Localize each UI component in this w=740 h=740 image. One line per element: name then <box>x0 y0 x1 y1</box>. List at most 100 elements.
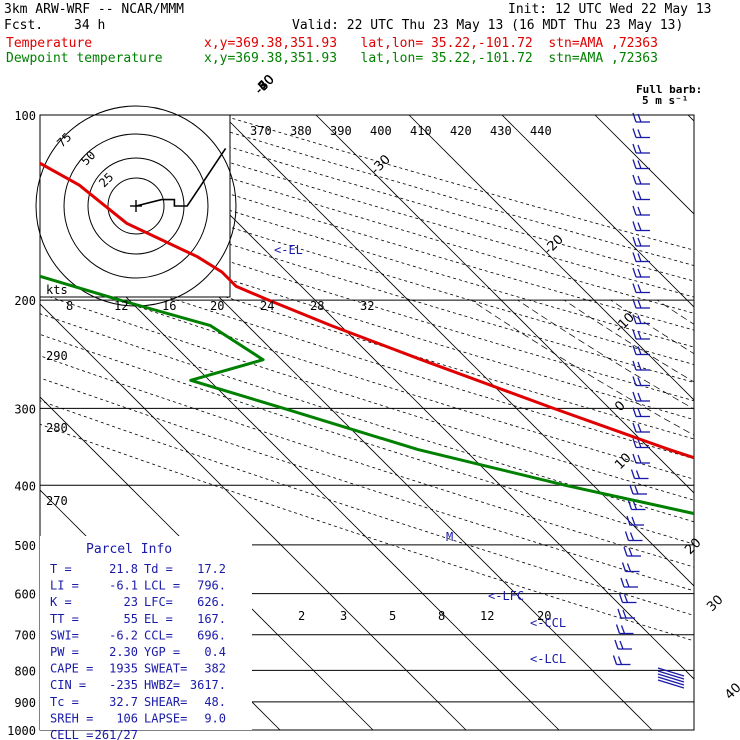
theta-label: 440 <box>530 124 552 138</box>
parcel-label: K = <box>50 595 72 609</box>
parcel-panel <box>40 536 252 730</box>
hodograph-speed-label: 12 <box>114 299 128 313</box>
parcel-value: 696. <box>197 628 226 642</box>
parcel-label: SWI= <box>50 628 79 642</box>
parcel-label: TT = <box>50 612 79 626</box>
wind-barb-flag <box>632 298 637 309</box>
theta-label: 370 <box>250 124 272 138</box>
parcel-value: -6.2 <box>109 628 138 642</box>
el-marker: <-EL <box>274 243 303 257</box>
isotherm-line <box>687 115 694 122</box>
wind-barb-flag <box>621 562 627 572</box>
theta-label: 390 <box>330 124 352 138</box>
lfc-marker: <-LFC <box>488 589 524 603</box>
pressure-tick-label: 700 <box>14 629 36 643</box>
moist-adiabat-line <box>657 299 694 325</box>
wind-barb-flag <box>637 377 642 386</box>
wind-barb-flag <box>632 501 638 510</box>
wind-barb-flag <box>630 469 636 479</box>
theta-label: 420 <box>450 124 472 138</box>
wind-barb <box>657 670 685 680</box>
wind-barb-flag <box>623 594 629 603</box>
parcel-value: 32.7 <box>109 695 138 709</box>
moist-adiabat-line <box>704 300 740 730</box>
wind-barb-flag <box>632 391 637 402</box>
pressure-tick-label: 300 <box>14 402 36 416</box>
isotherm-label: 0 <box>612 398 628 414</box>
theta-label: 280 <box>46 421 68 435</box>
wind-barb-flag <box>617 608 622 619</box>
isotherm-label: -40 <box>252 72 278 98</box>
model-title: 3km ARW-WRF -- NCAR/MMM <box>4 2 185 17</box>
valid-time: Valid: 22 UTC Thu 23 May 13 (16 MDT Thu … <box>292 18 684 33</box>
theta-label: 270 <box>46 494 68 508</box>
wind-barb-flag <box>632 236 637 247</box>
theta-label: 290 <box>46 349 68 363</box>
isotherm-line <box>315 115 694 494</box>
isotherm-line <box>40 303 467 730</box>
dry-adiabat-line <box>40 217 694 421</box>
hodograph-ring <box>107 177 165 235</box>
temperature-legend: Temperature <box>6 36 93 51</box>
hodograph-speed-label: 28 <box>310 299 324 313</box>
wind-barb-flag <box>637 191 642 200</box>
parcel-value: 626. <box>197 595 226 609</box>
init-time: Init: 12 UTC Wed 22 May 13 <box>508 2 712 17</box>
isotherm-label: 20 <box>682 536 704 558</box>
forecast-hour: 34 h <box>74 18 106 33</box>
barb-legend-title: Full barb: <box>636 83 702 96</box>
parcel-label: CCL= <box>144 628 173 642</box>
isotherm-label: 30 <box>704 593 726 615</box>
parcel-label: SREH = <box>50 711 93 725</box>
wind-barb-flag <box>615 624 621 634</box>
wind-barb-flag <box>618 593 624 603</box>
parcel-label: Td = <box>144 562 173 576</box>
wind-barb-flag <box>632 190 637 200</box>
parcel-value: 261/27 <box>95 728 138 740</box>
theta-label: 400 <box>370 124 392 138</box>
wind-barb-flag <box>632 376 637 386</box>
wind-barb <box>657 673 685 683</box>
wind-barb <box>657 667 685 677</box>
wind-barb-flag <box>626 563 632 572</box>
isotherm-line <box>222 115 694 587</box>
moist-adiabat-line <box>564 299 694 383</box>
wind-barb-flag <box>626 515 631 526</box>
wind-barb-flag <box>632 422 637 433</box>
dry-adiabat-line <box>172 115 694 266</box>
dry-adiabat-line <box>40 400 694 616</box>
wind-barb-flag <box>623 546 628 557</box>
parcel-label: PW = <box>50 645 79 659</box>
pressure-tick-label: 100 <box>14 109 36 123</box>
wind-barb-flag <box>627 500 633 510</box>
parcel-value: 55 <box>124 612 138 626</box>
parcel-label: LAPSE= <box>144 711 187 725</box>
wind-barb-flag <box>637 439 642 448</box>
parcel-label: CELL = <box>50 728 93 740</box>
parcel-label: YGP = <box>144 645 180 659</box>
wind-barb-flag <box>632 174 637 185</box>
parcel-label: SHEAR= <box>144 695 187 709</box>
parcel-label: HWBZ= <box>144 678 180 692</box>
mixing-ratio-label: 8 <box>438 609 445 623</box>
isotherm-label: 40 <box>722 681 740 703</box>
parcel-label: CIN = <box>50 678 86 692</box>
isotherm-line <box>40 396 374 730</box>
moist-adiabat-line <box>610 299 694 355</box>
parcel-label: SWEAT= <box>144 662 187 676</box>
wind-barb-flag <box>637 206 642 216</box>
wind-barb-flag <box>637 361 642 371</box>
hodograph-speed-label: 24 <box>260 299 274 313</box>
wind-barb-flag <box>637 284 642 293</box>
parcel-value: 167. <box>197 612 226 626</box>
pressure-tick-label: 800 <box>14 664 36 678</box>
wind-barb-flag <box>637 330 642 340</box>
wind-barb-flag <box>637 315 642 324</box>
parcel-label: EL = <box>144 612 173 626</box>
pressure-tick-label: 200 <box>14 294 36 308</box>
wind-barb-flag <box>632 329 637 340</box>
parcel-label: T = <box>50 562 72 576</box>
parcel-value: 23 <box>124 595 138 609</box>
hodograph-speed-label: 20 <box>210 299 224 313</box>
parcel-label: LFC= <box>144 595 173 609</box>
